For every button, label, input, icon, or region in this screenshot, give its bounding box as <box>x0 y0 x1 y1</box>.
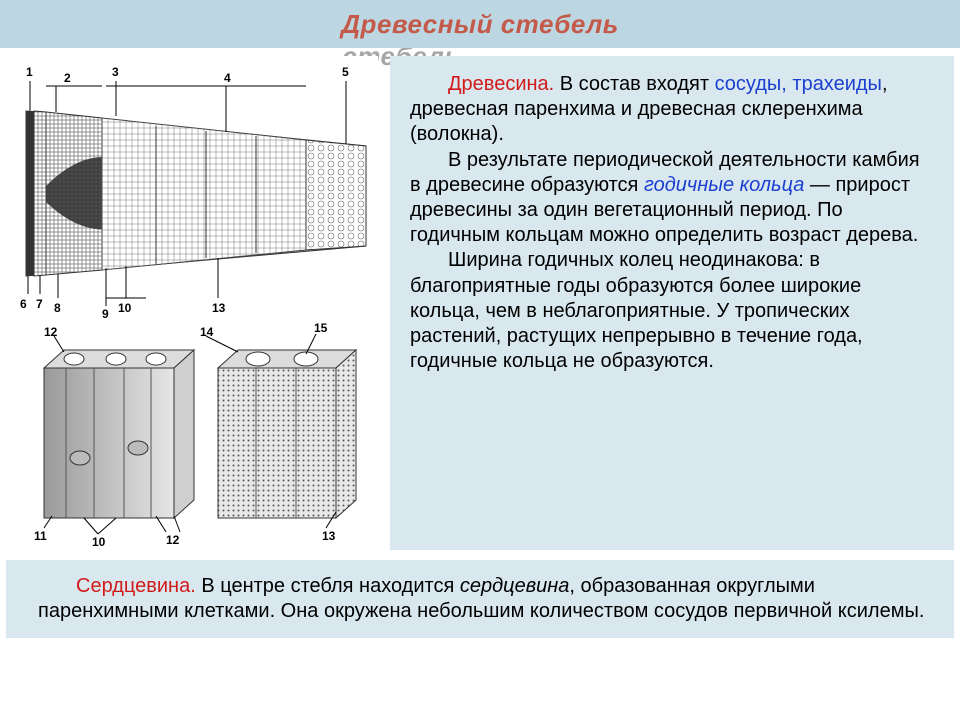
label-13: 13 <box>212 302 225 314</box>
label-b14: 14 <box>200 326 213 338</box>
wood-svg <box>6 328 378 550</box>
label-3: 3 <box>112 66 119 78</box>
para-3: Ширина годичных колец неодинакова: в бла… <box>410 248 934 374</box>
label-9: 9 <box>102 308 109 320</box>
label-b10: 10 <box>92 536 105 548</box>
bital: сердцевина <box>460 575 570 597</box>
para-bottom: Сердцевина. В центре стебля находится се… <box>38 574 934 624</box>
label-b15: 15 <box>314 322 327 334</box>
label-b13: 13 <box>322 530 335 542</box>
label-b12a: 12 <box>44 326 57 338</box>
p2blue: годичные кольца <box>644 174 804 196</box>
label-b11: 11 <box>34 530 47 542</box>
para-1: Древесина. В состав входят сосуды, трахе… <box>410 72 934 148</box>
header: Древесный стебель <box>0 0 960 48</box>
label-6: 6 <box>20 298 27 310</box>
bottom-panel: Сердцевина. В центре стебля находится се… <box>6 560 954 638</box>
label-b12b: 12 <box>166 534 179 546</box>
stem-svg <box>6 56 378 318</box>
stem-cross-section-diagram: 1 2 3 4 5 6 7 8 10 9 13 <box>6 56 378 318</box>
lead-red-2: Сердцевина. <box>76 575 196 597</box>
para-2: В результате периодической деятельности … <box>410 148 934 249</box>
label-7: 7 <box>36 298 43 310</box>
p1s1: В состав входят <box>554 73 714 95</box>
label-2: 2 <box>64 72 71 84</box>
label-10: 10 <box>118 302 131 314</box>
lead-red-1: Древесина. <box>448 73 554 95</box>
label-5: 5 <box>342 66 349 78</box>
p3text: Ширина годичных колец неодинакова: в бла… <box>410 249 863 372</box>
middle-row: 1 2 3 4 5 6 7 8 10 9 13 <box>0 48 960 560</box>
diagrams-column: 1 2 3 4 5 6 7 8 10 9 13 <box>6 56 378 550</box>
bs1: В центре стебля находится <box>196 575 460 597</box>
label-4: 4 <box>224 72 231 84</box>
label-8: 8 <box>54 302 61 314</box>
wood-blocks-diagram: 12 14 15 11 10 12 12 13 <box>6 328 378 550</box>
page-title: Древесный стебель <box>341 9 618 40</box>
p1blue: сосуды, трахеиды <box>715 73 882 95</box>
label-1: 1 <box>26 66 33 78</box>
main-text-panel: Древесина. В состав входят сосуды, трахе… <box>390 56 954 550</box>
